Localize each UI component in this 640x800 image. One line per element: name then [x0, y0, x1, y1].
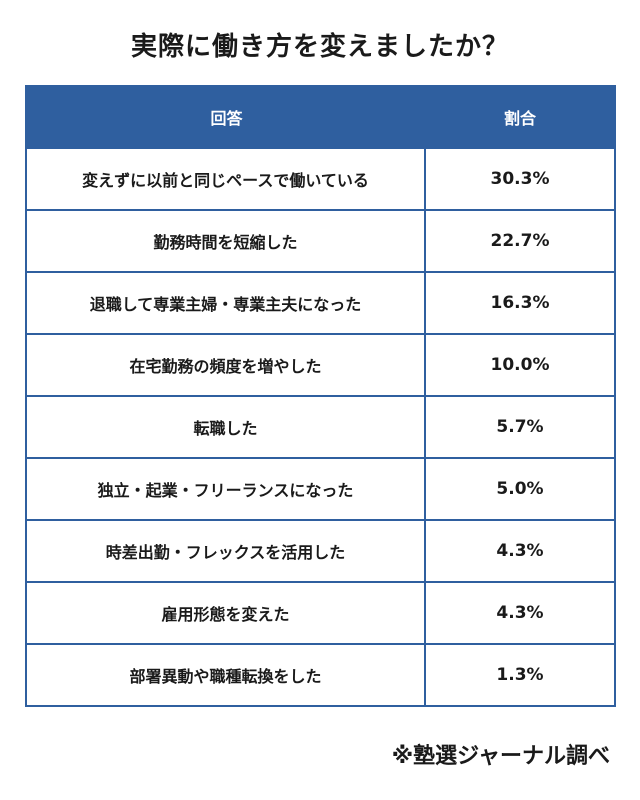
table-row: 雇用形態を変えた 4.3% [27, 581, 614, 643]
ratio-cell: 22.7% [490, 231, 550, 251]
table-row: 在宅勤務の頻度を増やした 10.0% [27, 333, 614, 395]
ratio-cell: 4.3% [496, 603, 544, 623]
answer-cell: 部署異動や職種転換をした [27, 645, 426, 705]
table-row: 転職した 5.7% [27, 395, 614, 457]
answer-cell: 勤務時間を短縮した [27, 211, 426, 271]
answer-cell: 退職して専業主婦・専業主夫になった [27, 273, 426, 333]
ratio-cell: 5.0% [496, 479, 544, 499]
column-header-ratio: 割合 [503, 109, 536, 128]
ratio-cell: 10.0% [490, 355, 550, 375]
page-title: 実際に働き方を変えましたか？ [130, 32, 509, 62]
table-row: 部署異動や職種転換をした 1.3% [27, 643, 614, 705]
answer-cell: 転職した [27, 397, 426, 457]
table-row: 退職して専業主婦・専業主夫になった 16.3% [27, 271, 614, 333]
table-row: 変えずに以前と同じペースで働いている 30.3% [27, 147, 614, 209]
answer-cell: 在宅勤務の頻度を増やした [27, 335, 426, 395]
table-row: 独立・起業・フリーランスになった 5.0% [27, 457, 614, 519]
source-note: ※塾選ジャーナル調べ [391, 744, 610, 769]
table-header-row: 回答 割合 [27, 87, 614, 147]
answer-cell: 時差出勤・フレックスを活用した [27, 521, 426, 581]
answer-cell: 独立・起業・フリーランスになった [27, 459, 426, 519]
answer-cell: 変えずに以前と同じペースで働いている [27, 149, 426, 209]
survey-table: 回答 割合 変えずに以前と同じペースで働いている 30.3% 勤務時間を短縮した… [25, 85, 616, 707]
ratio-cell: 1.3% [496, 665, 544, 685]
table-row: 勤務時間を短縮した 22.7% [27, 209, 614, 271]
ratio-cell: 16.3% [490, 293, 550, 313]
answer-cell: 雇用形態を変えた [27, 583, 426, 643]
ratio-cell: 4.3% [496, 541, 544, 561]
table-row: 時差出勤・フレックスを活用した 4.3% [27, 519, 614, 581]
ratio-cell: 5.7% [496, 417, 544, 437]
ratio-cell: 30.3% [490, 169, 550, 189]
column-header-answer: 回答 [210, 109, 243, 128]
